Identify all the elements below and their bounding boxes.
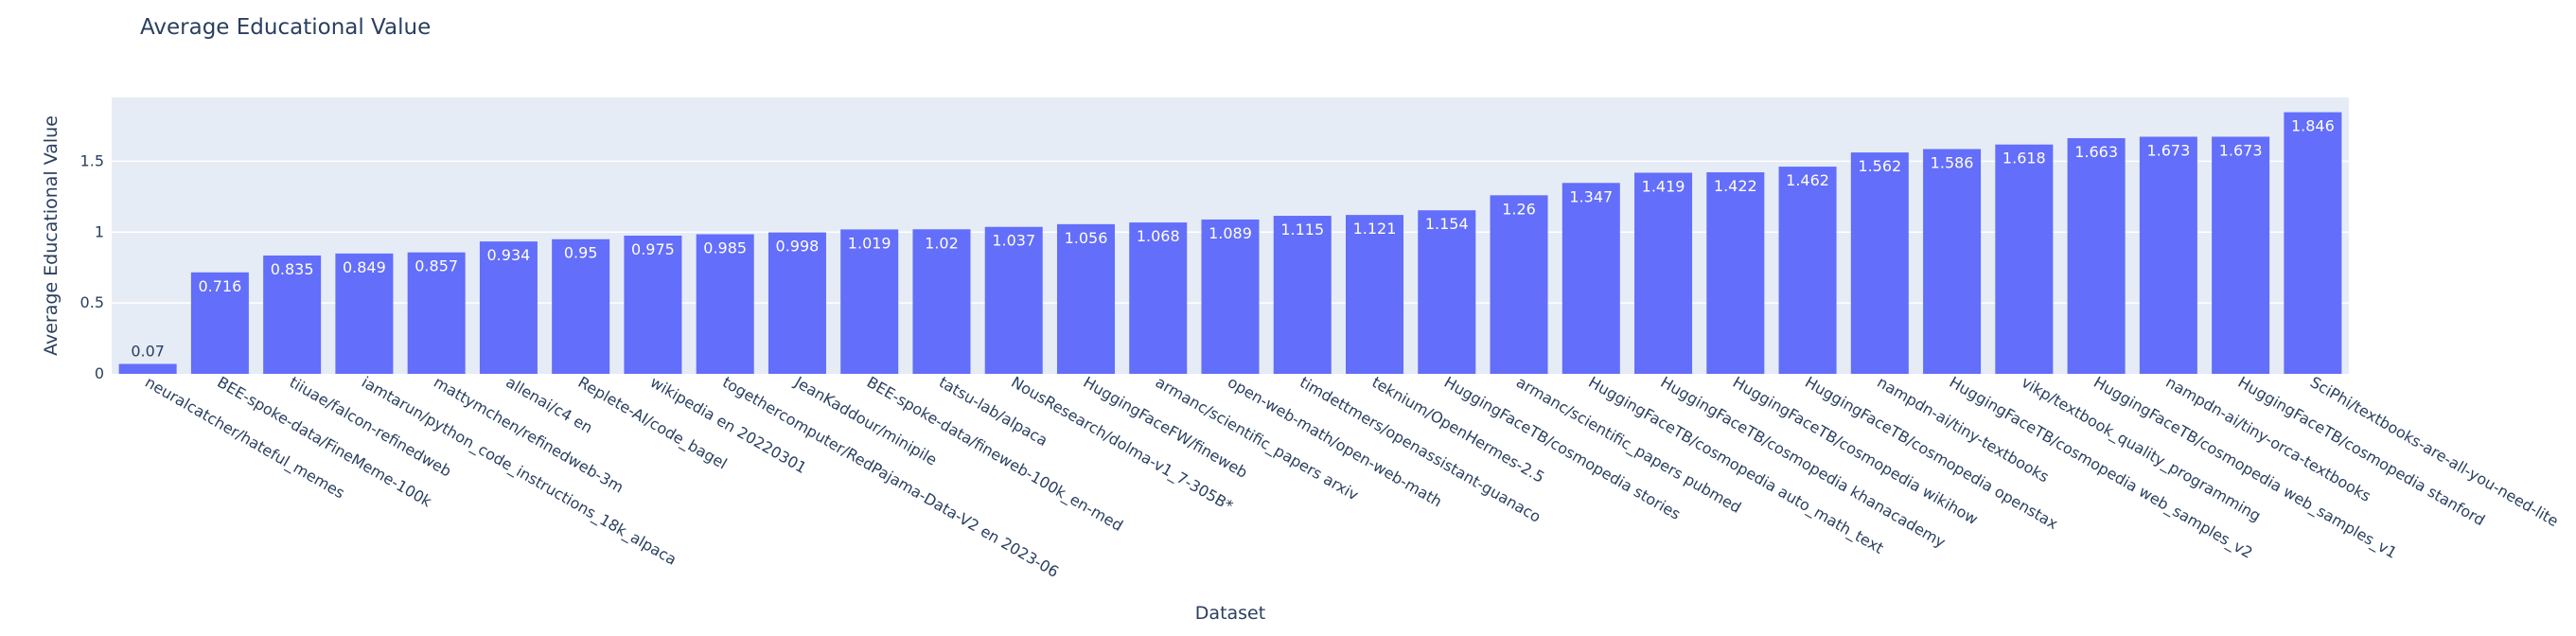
bar [1706,172,1765,374]
bar [1273,216,1332,374]
bar-value-label: 1.154 [1425,215,1469,233]
bar-value-label: 1.068 [1137,227,1180,245]
bar [335,253,394,374]
bar-value-label: 1.02 [925,234,959,252]
bar [1778,167,1837,374]
bar [1056,223,1115,374]
bar-value-label: 1.673 [2219,141,2263,159]
bar-value-label: 0.849 [343,258,386,276]
bar-value-label: 1.26 [1502,200,1536,218]
bar [407,252,466,374]
bar-value-label: 1.115 [1280,221,1324,238]
bar [1129,222,1188,374]
bar [768,232,826,374]
bar-value-label: 1.056 [1065,229,1108,247]
bar [1418,210,1476,374]
bar [1995,144,2054,374]
bar-value-label: 1.663 [2074,143,2118,161]
bar-value-label: 0.975 [631,240,675,258]
bar [552,238,610,374]
x-axis-ticks: neuralcatcher/hateful_memesBEE-spoke-dat… [142,373,2562,581]
bar [2212,136,2270,374]
bar [190,272,249,374]
bar-value-label: 0.857 [415,257,458,275]
bar [696,234,754,374]
bar [1561,183,1620,374]
bar-value-label: 1.089 [1209,224,1252,242]
bar [2139,136,2197,374]
y-tick-label: 1 [95,222,104,240]
bar-value-label: 1.121 [1353,220,1397,238]
bar-value-label: 0.95 [564,244,598,262]
bar [840,229,899,374]
y-tick-label: 1.5 [80,151,104,169]
bar [1923,149,1982,374]
x-tick-label: BEE-spoke-data/fineweb-100k_en-med [863,373,1126,536]
bar [1634,172,1693,374]
bar-value-label: 0.716 [198,277,241,295]
bar-value-labels: 0.07 0.716 0.835 0.849 0.857 0.934 0.95 0.975 0.… [131,117,2334,361]
bar-value-label: 0.934 [487,246,531,264]
bar-value-label: 1.618 [2003,150,2046,168]
bar [118,363,177,374]
y-tick-label: 0 [95,364,104,382]
bar-value-label: 1.562 [1858,157,1901,175]
bar-value-label: 1.846 [2291,117,2335,135]
bar [912,229,971,374]
bar [1201,219,1260,374]
bar-value-label: 1.347 [1569,187,1613,205]
bar-value-label: 0.07 [131,343,165,361]
bar-value-label: 0.985 [703,239,747,257]
bar [624,236,682,374]
bar-value-label: 1.462 [1786,171,1829,189]
y-tick-label: 0.5 [80,293,104,311]
y-axis-ticks: 0 0.5 1 1.5 [80,151,104,382]
bar [263,255,322,374]
bar-value-label: 0.998 [776,238,820,256]
bar-value-label: 1.673 [2146,141,2190,159]
bar [984,226,1043,374]
bar-value-label: 1.586 [1931,154,1974,172]
bar-value-label: 1.037 [992,232,1035,250]
bar [2284,112,2342,374]
x-axis-title: Dataset [1195,603,1265,624]
bar [1490,195,1548,374]
y-axis-title: Average Educational Value [41,115,62,356]
bar-value-label: 1.019 [848,234,891,252]
bar [1346,215,1404,374]
bar-value-label: 0.835 [271,260,314,278]
bar-value-label: 1.422 [1714,177,1757,195]
bar [2067,137,2126,374]
bar-value-label: 1.419 [1642,178,1685,196]
bar [479,241,538,374]
x-tick-label: togethercomputer/RedPajama-Data-V2 en 20… [719,373,1062,581]
bar [1850,152,1909,374]
chart-title: Average Educational Value [140,15,431,40]
bars [118,112,2342,374]
